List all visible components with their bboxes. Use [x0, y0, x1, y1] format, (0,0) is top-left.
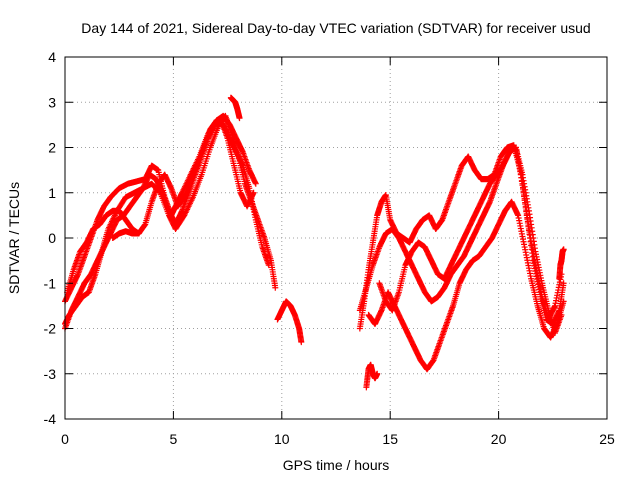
y-tick-label: 3 [48, 94, 56, 110]
x-tick-label: 0 [61, 431, 69, 447]
series-track-g [274, 298, 305, 346]
y-tick-label: -1 [44, 275, 57, 291]
x-tick-label: 5 [170, 431, 178, 447]
y-tick-label: 2 [48, 140, 56, 156]
series-track-d [64, 112, 259, 296]
data-point [298, 339, 305, 346]
data-point [560, 298, 567, 305]
y-tick-label: 0 [48, 230, 56, 246]
data-point [560, 246, 567, 253]
axis-ticks: 0 5 10 15 20 25 -4 -3 -2 -1 0 1 2 3 4 [44, 49, 615, 447]
series-track-h [356, 142, 567, 332]
series-track-l [363, 361, 381, 391]
x-tick-label: 25 [599, 431, 615, 447]
series-track-b [62, 112, 279, 327]
data-point [272, 284, 279, 291]
y-tick-label: -4 [44, 411, 57, 427]
series-track-e [109, 228, 142, 241]
data-point [135, 230, 142, 237]
series-track-m [556, 246, 567, 282]
series-track-k [376, 144, 565, 337]
data-point [250, 189, 257, 196]
data-point [374, 370, 381, 377]
y-tick-label: -2 [44, 321, 57, 337]
y-tick-label: 1 [48, 185, 56, 201]
data-point [560, 280, 567, 287]
data-points [62, 94, 567, 391]
y-tick-label: -3 [44, 366, 57, 382]
data-point [558, 311, 565, 318]
x-axis-label: GPS time / hours [283, 457, 390, 473]
x-tick-label: 10 [274, 431, 290, 447]
chart-title: Day 144 of 2021, Sidereal Day-to-day VTE… [81, 20, 590, 36]
data-point [252, 180, 259, 187]
series-track-c [62, 117, 257, 332]
data-point [236, 115, 243, 122]
x-tick-label: 20 [491, 431, 507, 447]
y-tick-label: 4 [48, 49, 56, 65]
grid-lines [65, 57, 607, 419]
y-axis-label: SDTVAR / TECUs [6, 182, 22, 294]
series-track-j [365, 198, 567, 373]
x-tick-label: 15 [382, 431, 398, 447]
series-track-f [227, 94, 243, 122]
